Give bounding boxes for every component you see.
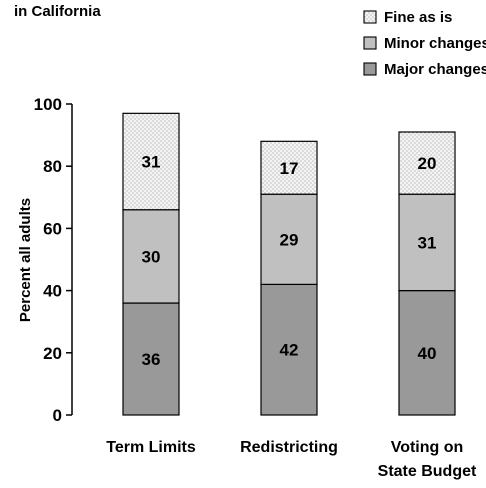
x-tick-label: Term Limits — [106, 439, 196, 456]
bar-value-label: 30 — [142, 247, 161, 266]
x-axis-labels: Term Limits Redistricting Voting on State B… — [106, 439, 477, 480]
y-tick-label: 80 — [43, 157, 62, 176]
chart-title: in California — [14, 3, 101, 20]
bar-value-label: 20 — [418, 154, 437, 173]
bar-segment — [398, 193, 456, 292]
bars: 36 30 31 42 29 17 40 31 20 — [122, 112, 456, 416]
x-tick-label: Redistricting — [240, 439, 338, 456]
bar-value-label: 31 — [418, 233, 437, 252]
legend-swatch — [363, 62, 377, 76]
legend-label: Major changes needed — [384, 61, 486, 78]
legend-label: Fine as is — [384, 9, 452, 26]
bar-segment — [260, 283, 318, 416]
bar-value-label: 36 — [142, 350, 161, 369]
y-tick-label: 20 — [43, 344, 62, 363]
legend-label: Minor changes needed — [384, 35, 486, 52]
bar-segment — [398, 131, 456, 195]
bar-value-label: 31 — [142, 153, 161, 172]
x-tick-label: State Budget — [378, 463, 477, 480]
x-tick-label: Voting on — [391, 439, 464, 456]
bar-value-label: 17 — [280, 159, 299, 178]
bar-segment — [122, 209, 180, 304]
bar-value-label: 42 — [280, 341, 299, 360]
bar-segment — [398, 290, 456, 416]
y-tick-label: 40 — [43, 282, 62, 301]
bar-segment — [122, 112, 180, 211]
legend: Fine as is Minor changes needed Major chan… — [363, 9, 486, 78]
bar-value-label: 40 — [418, 344, 437, 363]
y-tick-label: 0 — [53, 406, 62, 425]
y-axis: 0 20 40 60 80 100 — [34, 95, 73, 425]
legend-swatch — [363, 10, 377, 24]
bar-segment — [122, 302, 180, 416]
y-tick-label: 100 — [34, 95, 62, 114]
bar-segment — [260, 140, 318, 195]
y-axis-label: Percent all adults — [17, 198, 34, 322]
y-tick-label: 60 — [43, 219, 62, 238]
legend-swatch — [363, 36, 377, 50]
bar-value-label: 29 — [280, 230, 299, 249]
bar-segment — [260, 193, 318, 285]
